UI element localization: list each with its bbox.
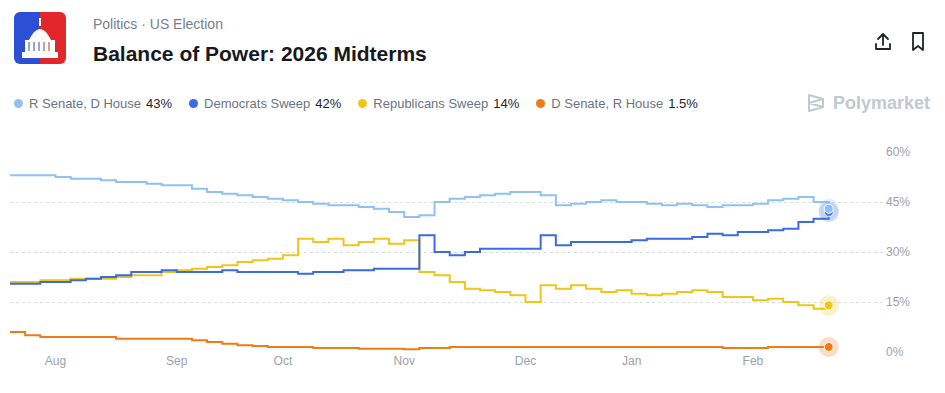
svg-text:Oct: Oct	[274, 354, 293, 368]
html-text:R Senate, D House 43%: R Senate, D House 43%	[29, 95, 172, 111]
svg-text:Aug: Aug	[45, 354, 66, 368]
svg-text:30%: 30%	[886, 245, 910, 259]
svg-text:45%: 45%	[886, 195, 910, 209]
html-text:Polymarket: Polymarket	[833, 92, 931, 113]
html-text:D Senate, R House 1.5%: D Senate, R House 1.5%	[551, 95, 698, 111]
svg-text:Sep: Sep	[166, 354, 188, 368]
svg-text:Feb: Feb	[743, 354, 764, 368]
svg-text:Jan: Jan	[622, 354, 641, 368]
svg-text:Nov: Nov	[394, 354, 415, 368]
svg-text:15%: 15%	[886, 295, 910, 309]
html-text:Republicans Sweep 14%: Republicans Sweep 14%	[373, 95, 520, 111]
svg-text:60%: 60%	[886, 145, 910, 159]
html-text:Democrats Sweep 42%: Democrats Sweep 42%	[204, 95, 342, 111]
svg-text:Dec: Dec	[515, 354, 536, 368]
svg-text:0%: 0%	[886, 345, 904, 359]
html-text:Balance of Power: 2026 Midterm: Balance of Power: 2026 Midterms	[93, 42, 427, 65]
html-text:Politics · US Election: Politics · US Election	[93, 16, 223, 32]
